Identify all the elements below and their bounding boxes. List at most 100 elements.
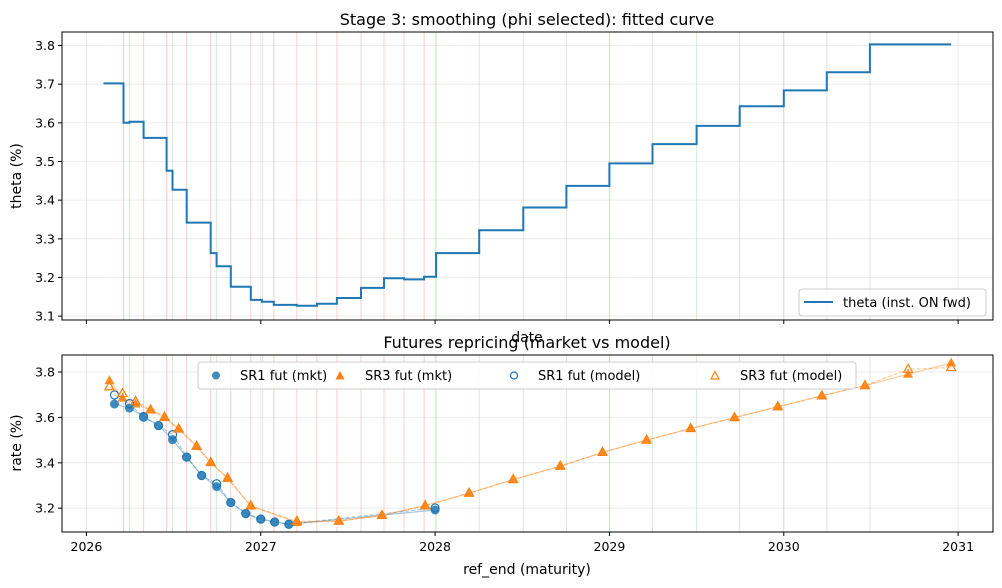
sr3-model-point [205, 456, 217, 467]
y-tick-label: 3.4 [35, 455, 55, 470]
sr1-model-point [182, 452, 192, 462]
sr3-mkt-point [191, 440, 202, 450]
sr1-model-point [226, 497, 236, 508]
sr3-model-point [816, 389, 828, 400]
sr3-mkt-point [376, 509, 387, 519]
sr1-mkt-legend-label: SR1 fut (mkt) [240, 369, 327, 384]
sr3-mkt-point [597, 446, 608, 456]
sr1-model-point [167, 430, 178, 440]
sr1-model-point [197, 470, 207, 481]
theta-chart-grid [62, 32, 993, 320]
sr3-mkt-point [464, 487, 475, 497]
sr3-mkt-point [555, 460, 566, 470]
y-tick-label: 3.6 [35, 115, 55, 130]
futures-chart-x-ticks: 2026 2027 2028 2029 2030 2031 [71, 532, 974, 554]
theta-chart-legend: theta (inst. ON fwd) [798, 288, 987, 317]
sr3-mkt-point [816, 390, 827, 400]
sr1-model-legend-marker-icon [509, 371, 519, 380]
y-tick-label: 3.2 [35, 501, 55, 516]
sr3-model-point [554, 459, 566, 470]
y-tick-label: 3.1 [35, 309, 55, 324]
futures-chart-legend: SR1 fut (mkt) SR3 fut (mkt) SR1 fut (mod… [197, 361, 857, 390]
sr1-model-point [153, 420, 164, 431]
sr1-mkt-point [197, 470, 207, 480]
sr3-model-point [130, 395, 142, 406]
sr3-mkt-point [685, 423, 696, 433]
sr3-model-point [463, 486, 475, 497]
sr3-model-point [729, 411, 741, 422]
sr3-mkt-point [245, 500, 256, 510]
theta-legend-label: theta (inst. ON fwd) [843, 296, 971, 311]
sr1-mkt-point [109, 399, 119, 409]
sr3-model-point [419, 499, 431, 510]
sr3-mkt-point [772, 401, 783, 411]
y-tick-label: 3.7 [35, 77, 55, 92]
sr1-mkt-point [154, 421, 164, 431]
sr3-model-point [103, 380, 115, 391]
futures-chart-x-label: ref_end (maturity) [463, 562, 591, 578]
sr1-mkt-point [182, 452, 192, 462]
sr1-mkt-point [284, 519, 294, 529]
sr3-mkt-point [104, 375, 115, 385]
futures-chart: 3.2 3.4 3.6 3.8 2026 2027 2028 2029 2030 2031 Fu… [9, 333, 994, 578]
sr1-mkt-point [256, 514, 266, 524]
sr1-model-point [124, 398, 135, 409]
sr3-mkt-point [508, 474, 519, 484]
sr3-model-point [945, 361, 957, 372]
sr3-model-point [859, 379, 871, 390]
theta-chart: 3.1 3.2 3.3 3.4 3.5 3.6 3.7 3.8 Stage 3: smooth… [9, 10, 994, 346]
theta-chart-x-label: date [511, 330, 543, 346]
x-tick-label: 2031 [942, 539, 974, 554]
futures-chart-y-ticks: 3.2 3.4 3.6 3.8 [35, 365, 62, 516]
sr3-model-point [376, 509, 388, 520]
sr1-model-point [430, 503, 440, 513]
sr3-model-point [191, 439, 203, 450]
sr3-model-point [507, 473, 519, 484]
sr1-mkt-point [241, 509, 251, 519]
theta-chart-y-label: theta (%) [9, 143, 25, 209]
sr1-model-point [241, 509, 251, 519]
sr3-model-point [333, 514, 345, 525]
sr1-mkt-legend-marker-icon [212, 371, 220, 380]
sr3-model-point [245, 499, 257, 510]
sr3-mkt-point [145, 404, 156, 414]
x-tick-label: 2030 [768, 539, 800, 554]
sr3-mkt-point [641, 434, 652, 444]
x-tick-label: 2029 [594, 539, 626, 554]
y-tick-label: 3.8 [35, 38, 55, 53]
y-tick-label: 3.3 [35, 231, 55, 246]
sr3-model-point [772, 400, 784, 411]
y-tick-label: 3.5 [35, 154, 55, 169]
sr3-model-point [158, 411, 171, 422]
sr3-mkt-point [173, 423, 184, 433]
sr3-mkt-point [860, 380, 871, 390]
theta-chart-series [103, 43, 952, 307]
y-tick-label: 3.4 [35, 193, 55, 208]
theta-chart-y-ticks: 3.1 3.2 3.3 3.4 3.5 3.6 3.7 3.8 [35, 38, 62, 324]
futures-chart-series [103, 357, 957, 529]
sr1-mkt-point [212, 482, 222, 492]
sr3-mkt-point [222, 472, 233, 482]
sr3-model-point [116, 387, 129, 398]
sr3-model-point [291, 515, 303, 525]
sr1-mkt-point [430, 505, 440, 515]
futures-chart-frame [61, 354, 994, 533]
sr1-mkt-point [226, 498, 236, 507]
sr1-model-point [256, 514, 266, 524]
sr3-model-point [902, 363, 914, 373]
sr3-model-point [685, 422, 697, 433]
sr3-model-legend-marker-icon [710, 370, 720, 380]
sr3-model-legend-label: SR3 fut (model) [740, 369, 842, 384]
theta-legend-box [798, 288, 987, 317]
sr1-mkt-point [168, 435, 178, 445]
y-tick-label: 3.6 [35, 410, 55, 425]
sr3-model-point [173, 422, 185, 433]
sr3-mkt-point [333, 515, 344, 525]
sr3-mkt-point [420, 499, 431, 509]
sr3-mkt-legend-marker-icon [335, 371, 345, 380]
sr3-model-point [641, 433, 653, 444]
theta-chart-title: Stage 3: smoothing (phi selected): fitte… [340, 10, 715, 29]
futures-chart-title: Futures repricing (market vs model) [383, 333, 670, 352]
sr3-model-point [222, 471, 234, 482]
theta-step-line [103, 43, 952, 307]
